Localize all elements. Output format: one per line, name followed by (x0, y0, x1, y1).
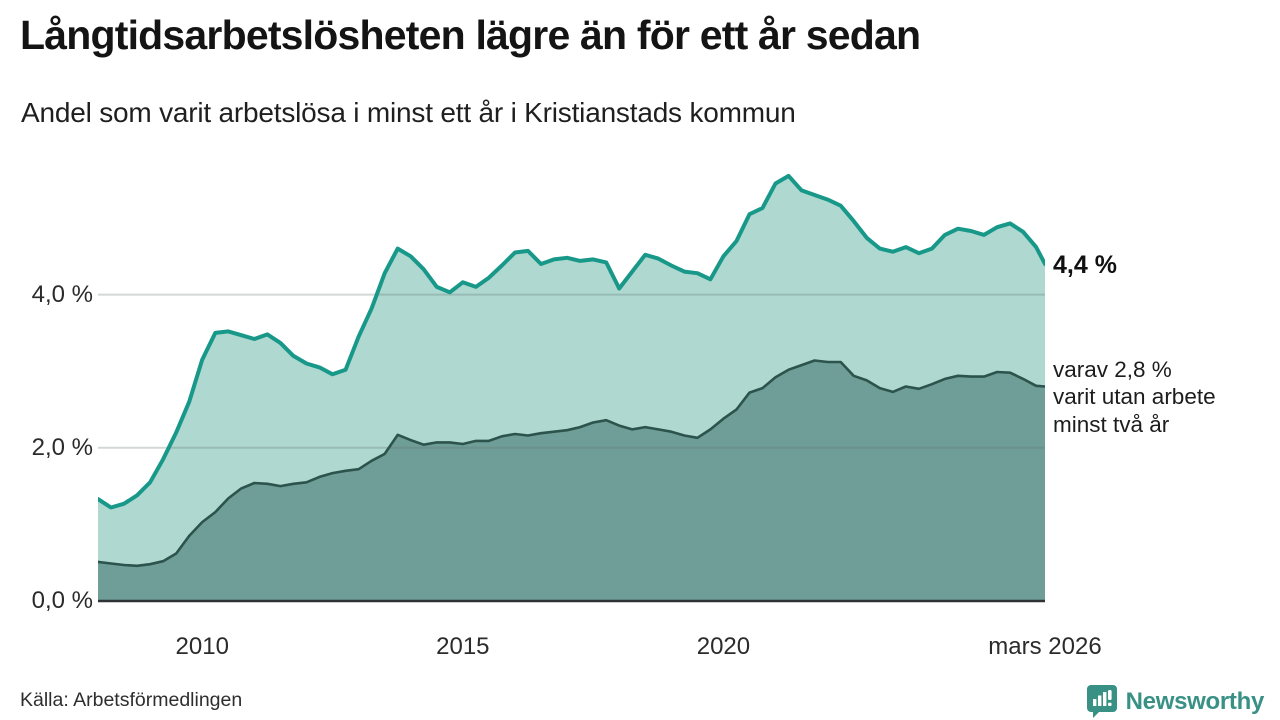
x-tick-2015: 2015 (436, 633, 490, 660)
y-tick-4,0 %: 4,0 % (31, 280, 93, 308)
x-tick-2020: 2020 (696, 633, 751, 660)
x-tick-2010: 2010 (175, 633, 229, 660)
newsworthy-speech-bubble-chart-icon (1086, 685, 1117, 718)
newsworthy-wordmark: Newsworthy (1125, 687, 1265, 715)
y-tick-0,0 %: 0,0 % (31, 587, 93, 614)
annotation-line-1: varav 2,8 % (1053, 357, 1172, 382)
total-line (98, 173, 1045, 510)
annotation-line-3: minst två år (1053, 411, 1170, 437)
latest-subseries-annotation: varav 2,8 % varit utan arbete minst två … (1053, 356, 1216, 438)
newsworthy-logo: Newsworthy (1086, 684, 1264, 719)
source-attribution: Källa: Arbetsförmedlingen (20, 689, 243, 711)
area-subseries-fill (98, 360, 1045, 601)
y-tick-2,0 %: 2,0 % (31, 433, 93, 461)
x-tick-mars 2026: mars 2026 (988, 633, 1102, 660)
annotation-line-2: varit utan arbete (1053, 384, 1216, 410)
chart-subtitle: Andel som varit arbetslösa i minst ett å… (21, 97, 796, 128)
latest-total-value-label: 4,4 % (1053, 251, 1117, 279)
area-chart-plot (98, 173, 1045, 603)
subseries-line (98, 359, 1045, 568)
page-title: Långtidsarbetslösheten lägre än för ett … (20, 12, 921, 58)
